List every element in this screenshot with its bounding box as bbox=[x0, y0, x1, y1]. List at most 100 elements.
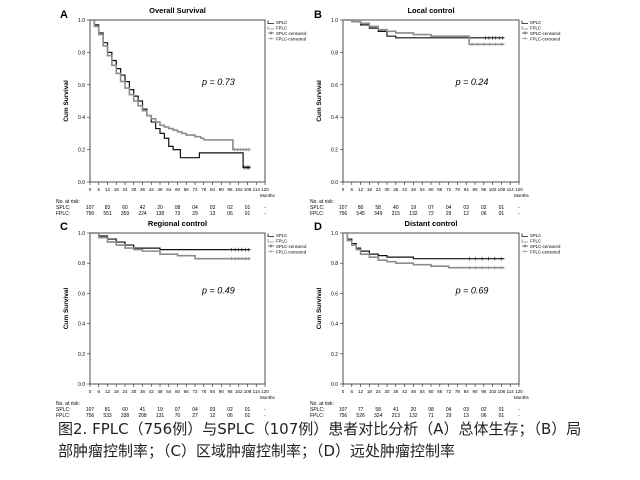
x-tick-label: 24 bbox=[122, 389, 128, 394]
legend-label: FPLC-censored bbox=[276, 249, 307, 254]
risk-value-fplc: 12 bbox=[463, 211, 469, 217]
legend-swatch bbox=[267, 239, 274, 243]
risk-value-splc: 83 bbox=[105, 205, 111, 211]
x-tick-label: 84 bbox=[210, 389, 216, 394]
x-axis-label: Months bbox=[260, 193, 276, 198]
risk-value-splc: - bbox=[264, 407, 266, 413]
risk-value-splc: - bbox=[264, 205, 266, 211]
x-tick-label: 114 bbox=[253, 187, 261, 192]
legend-label: SPLC-censored bbox=[276, 31, 307, 36]
x-tick-label: 48 bbox=[411, 389, 417, 394]
risk-value-fplc: 756 bbox=[86, 211, 95, 217]
y-tick-label: 0.0 bbox=[331, 382, 338, 388]
risk-value-splc: 02 bbox=[227, 407, 233, 413]
x-tick-label: 30 bbox=[384, 389, 390, 394]
legend-label: SPLC-censored bbox=[530, 244, 561, 249]
x-tick-label: 54 bbox=[166, 389, 172, 394]
risk-value-splc: 107 bbox=[339, 205, 348, 211]
x-tick-label: 18 bbox=[114, 187, 120, 192]
plot-frame bbox=[89, 19, 266, 183]
risk-value-fplc: 06 bbox=[227, 413, 233, 419]
x-axis-label: Months bbox=[514, 395, 530, 400]
y-axis-label: Cum Survival bbox=[63, 80, 70, 122]
x-tick-label: 84 bbox=[464, 187, 470, 192]
x-tick-label: 0 bbox=[342, 187, 345, 192]
risk-value-fplc: 213 bbox=[392, 413, 401, 419]
risk-value-fplc: 70 bbox=[175, 413, 181, 419]
risk-value-splc: 04 bbox=[446, 205, 452, 211]
x-axis-label: Months bbox=[260, 395, 276, 400]
x-tick-label: 108 bbox=[244, 187, 252, 192]
y-tick-label: 0.4 bbox=[78, 322, 85, 328]
legend-swatch bbox=[521, 233, 528, 237]
y-tick-label: 0.6 bbox=[331, 291, 338, 297]
x-tick-label: 66 bbox=[437, 187, 443, 192]
risk-value-splc: 58 bbox=[375, 205, 381, 211]
x-tick-label: 66 bbox=[184, 389, 190, 394]
chart-title: Overall Survival bbox=[149, 6, 206, 15]
figure-canvas: A Overall Survival Cum Survival 0.0 0.2 0.4 0.… bbox=[56, 6, 561, 419]
x-tick-label: 102 bbox=[489, 389, 497, 394]
x-tick-label: 42 bbox=[402, 389, 408, 394]
risk-label-splc: SPLC: bbox=[56, 407, 70, 413]
x-tick-label: 78 bbox=[201, 389, 207, 394]
y-tick-label: 0.4 bbox=[331, 322, 338, 328]
x-tick-label: 90 bbox=[472, 187, 478, 192]
risk-label-fplc: FPLC: bbox=[56, 413, 70, 419]
risk-value-fplc: 12 bbox=[210, 413, 216, 419]
series-line-fplc bbox=[90, 19, 251, 151]
x-tick-label: 12 bbox=[105, 187, 111, 192]
risk-value-splc: 77 bbox=[358, 407, 364, 413]
x-tick-label: 72 bbox=[192, 389, 198, 394]
y-tick-label: 1.0 bbox=[78, 18, 85, 24]
risk-value-fplc: 01 bbox=[245, 211, 251, 217]
risk-value-fplc: 349 bbox=[374, 211, 383, 217]
x-tick-label: 42 bbox=[149, 389, 155, 394]
caption-line-2: 部肿瘤控制率；（C）区域肿瘤控制率；（D）远处肿瘤控制率 bbox=[58, 442, 456, 460]
y-axis-label: Cum Survival bbox=[316, 288, 323, 330]
risk-value-splc: 01 bbox=[245, 205, 251, 211]
risk-value-fplc: 13 bbox=[210, 211, 216, 217]
panel-letter: D bbox=[314, 221, 322, 233]
y-tick-label: 0.6 bbox=[78, 83, 85, 89]
risk-value-fplc: 01 bbox=[245, 413, 251, 419]
x-tick-label: 108 bbox=[244, 389, 252, 394]
risk-value-fplc: 06 bbox=[481, 211, 487, 217]
x-tick-label: 78 bbox=[455, 187, 461, 192]
y-tick-label: 0.8 bbox=[78, 50, 85, 56]
risk-value-splc: 58 bbox=[375, 407, 381, 413]
risk-value-fplc: 06 bbox=[481, 413, 487, 419]
x-tick-label: 48 bbox=[157, 187, 163, 192]
risk-value-fplc: 27 bbox=[192, 413, 198, 419]
y-tick-label: 0.0 bbox=[78, 180, 85, 186]
x-tick-label: 96 bbox=[227, 187, 233, 192]
x-tick-label: 114 bbox=[253, 389, 261, 394]
panel-letter: A bbox=[60, 9, 68, 21]
risk-value-splc: 81 bbox=[105, 407, 111, 413]
x-tick-label: 108 bbox=[498, 187, 506, 192]
x-tick-label: 12 bbox=[358, 389, 364, 394]
y-tick-label: 0.8 bbox=[331, 261, 338, 267]
risk-value-splc: 08 bbox=[428, 407, 434, 413]
risk-value-splc: 08 bbox=[175, 205, 181, 211]
series-line-fplc bbox=[343, 232, 505, 269]
legend-label: FPLC bbox=[276, 238, 287, 243]
x-tick-label: 0 bbox=[89, 187, 92, 192]
chart-title: Local control bbox=[407, 6, 454, 15]
x-tick-label: 42 bbox=[149, 187, 155, 192]
risk-value-splc: 02 bbox=[481, 205, 487, 211]
risk-label-fplc: FPLC: bbox=[310, 211, 324, 217]
risk-value-splc: 03 bbox=[210, 407, 216, 413]
caption-line-1: 图2. FPLC（756例）与SPLC（107例）患者对比分析（A）总体生存；（… bbox=[58, 420, 582, 438]
chart-title: Distant control bbox=[405, 219, 458, 228]
legend-label: FPLC-censored bbox=[530, 249, 561, 254]
risk-value-fplc: - bbox=[518, 211, 520, 217]
risk-value-fplc: 71 bbox=[428, 413, 434, 419]
y-tick-label: 1.0 bbox=[78, 231, 85, 237]
x-tick-label: 54 bbox=[420, 389, 426, 394]
risk-value-splc: 60 bbox=[122, 407, 128, 413]
risk-value-splc: 03 bbox=[210, 205, 216, 211]
risk-value-fplc: - bbox=[264, 413, 266, 419]
x-tick-label: 6 bbox=[97, 389, 100, 394]
x-tick-label: 30 bbox=[384, 187, 390, 192]
